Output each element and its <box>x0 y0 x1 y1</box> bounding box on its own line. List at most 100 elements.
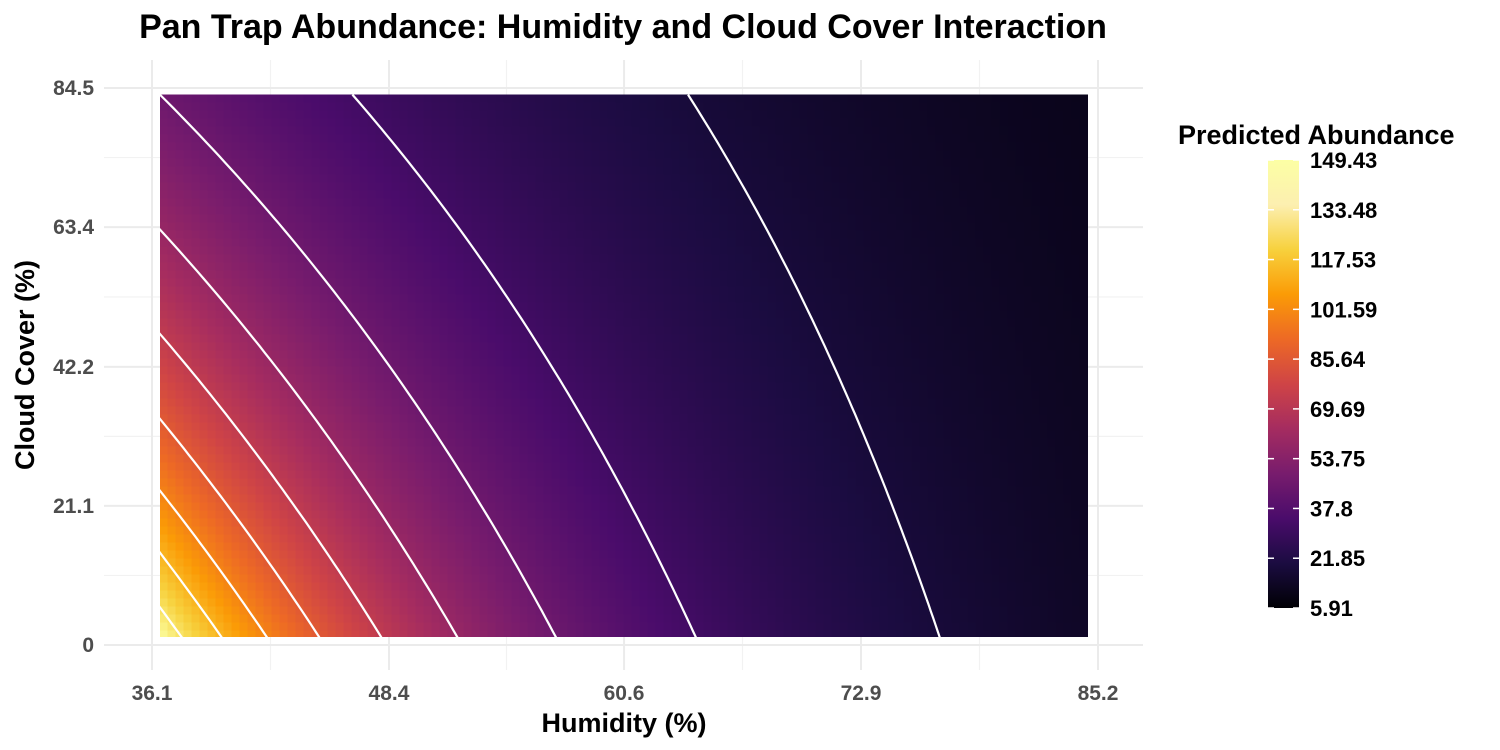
heatmap-cell <box>887 342 897 352</box>
heatmap-cell <box>863 206 873 216</box>
heatmap-cell <box>975 414 985 424</box>
heatmap-cell <box>679 310 689 320</box>
heatmap-cell <box>503 310 513 320</box>
heatmap-cell <box>335 430 345 440</box>
heatmap-cell <box>319 310 329 320</box>
heatmap-cell <box>399 278 409 288</box>
heatmap-cell <box>167 406 177 416</box>
heatmap-cell <box>927 358 937 368</box>
heatmap-cell <box>863 238 873 248</box>
heatmap-cell <box>791 422 801 432</box>
heatmap-cell <box>343 134 353 144</box>
heatmap-cell <box>423 366 433 376</box>
heatmap-cell <box>327 382 337 392</box>
heatmap-cell <box>935 382 945 392</box>
heatmap-cell <box>311 230 321 240</box>
heatmap-cell <box>447 142 457 152</box>
heatmap-cell <box>959 134 969 144</box>
heatmap-cell <box>415 334 425 344</box>
heatmap-cell <box>759 334 769 344</box>
heatmap-cell <box>239 382 249 392</box>
heatmap-cell <box>727 326 737 336</box>
heatmap-cell <box>1055 374 1065 384</box>
heatmap-cell <box>359 174 369 184</box>
heatmap-cell <box>199 94 209 104</box>
heatmap-cell <box>391 302 401 312</box>
heatmap-cell <box>911 342 921 352</box>
heatmap-cell <box>735 382 745 392</box>
heatmap-cell <box>559 358 569 368</box>
heatmap-cell <box>759 350 769 360</box>
heatmap-cell <box>671 214 681 224</box>
heatmap-cell <box>623 310 633 320</box>
heatmap-cell <box>815 254 825 264</box>
heatmap-cell <box>1063 134 1073 144</box>
heatmap-cell <box>823 206 833 216</box>
heatmap-cell <box>743 206 753 216</box>
heatmap-cell <box>215 254 225 264</box>
heatmap-cell <box>767 350 777 360</box>
heatmap-cell <box>511 382 521 392</box>
heatmap-cell <box>967 270 977 280</box>
heatmap-cell <box>703 222 713 232</box>
heatmap-cell <box>407 334 417 344</box>
heatmap-cell <box>919 150 929 160</box>
heatmap-cell <box>287 374 297 384</box>
heatmap-cell <box>607 246 617 256</box>
heatmap-cell <box>415 238 425 248</box>
heatmap-cell <box>559 302 569 312</box>
heatmap-cell <box>975 334 985 344</box>
heatmap-cell <box>231 254 241 264</box>
heatmap-cell <box>407 166 417 176</box>
heatmap-cell <box>215 398 225 408</box>
heatmap-cell <box>431 174 441 184</box>
heatmap-cell <box>375 238 385 248</box>
heatmap-cell <box>1039 422 1049 432</box>
heatmap-cell <box>160 126 169 136</box>
heatmap-cell <box>263 286 273 296</box>
heatmap-cell <box>1015 254 1025 264</box>
heatmap-cell <box>823 334 833 344</box>
heatmap-cell <box>311 110 321 120</box>
heatmap-cell <box>415 342 425 352</box>
heatmap-cell <box>783 294 793 304</box>
heatmap-cell <box>247 382 257 392</box>
heatmap-cell <box>255 310 265 320</box>
heatmap-cell <box>855 334 865 344</box>
heatmap-cell <box>631 94 641 104</box>
heatmap-cell <box>935 358 945 368</box>
heatmap-cell <box>167 318 177 328</box>
heatmap-cell <box>663 166 673 176</box>
heatmap-cell <box>367 374 377 384</box>
heatmap-cell <box>607 150 617 160</box>
heatmap-cell <box>279 382 289 392</box>
heatmap-cell <box>647 294 657 304</box>
heatmap-cell <box>1079 414 1088 424</box>
heatmap-cell <box>415 318 425 328</box>
heatmap-cell <box>247 246 257 256</box>
heatmap-cell <box>815 118 825 128</box>
heatmap-cell <box>351 206 361 216</box>
heatmap-cell <box>1007 382 1017 392</box>
heatmap-cell <box>967 166 977 176</box>
heatmap-cell <box>567 334 577 344</box>
heatmap-cell <box>815 262 825 272</box>
heatmap-cell <box>847 414 857 424</box>
heatmap-cell <box>695 174 705 184</box>
heatmap-cell <box>160 414 169 424</box>
heatmap-cell <box>495 294 505 304</box>
heatmap-cell <box>775 294 785 304</box>
heatmap-cell <box>455 158 465 168</box>
heatmap-cell <box>727 246 737 256</box>
heatmap-cell <box>487 366 497 376</box>
heatmap-cell <box>495 190 505 200</box>
heatmap-cell <box>823 158 833 168</box>
heatmap-cell <box>1047 342 1057 352</box>
heatmap-cell <box>991 94 1001 104</box>
heatmap-cell <box>351 406 361 416</box>
heatmap-cell <box>447 174 457 184</box>
heatmap-cell <box>567 166 577 176</box>
heatmap-cell <box>959 294 969 304</box>
heatmap-cell <box>647 102 657 112</box>
heatmap-cell <box>327 134 337 144</box>
